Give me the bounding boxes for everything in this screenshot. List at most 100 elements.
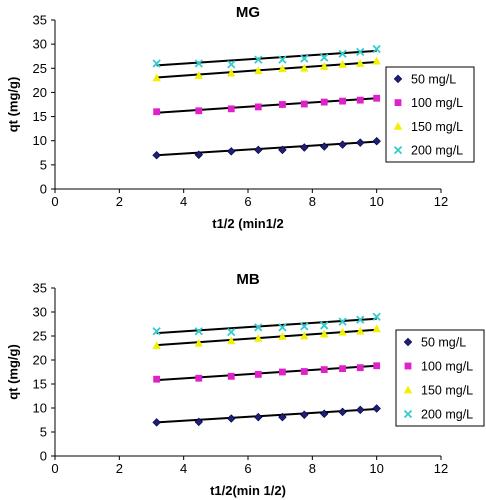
data-point xyxy=(227,336,236,345)
chart-title: MB xyxy=(236,271,259,288)
x-tick-label: 2 xyxy=(116,194,123,209)
data-point xyxy=(373,362,381,370)
data-point xyxy=(194,338,203,347)
data-point xyxy=(338,140,347,149)
data-point xyxy=(152,418,161,427)
x-tick-label: 6 xyxy=(244,194,251,209)
data-point xyxy=(254,334,263,342)
data-point xyxy=(279,368,286,376)
legend-marker xyxy=(403,409,413,419)
data-point xyxy=(300,368,308,375)
data-point xyxy=(153,108,161,116)
x-tick-label: 8 xyxy=(309,461,316,476)
x-tick-label: 0 xyxy=(51,194,58,209)
data-point xyxy=(227,68,236,77)
y-tick-label: 20 xyxy=(33,85,47,100)
legend-label: 50 mg/L xyxy=(411,72,456,86)
data-point xyxy=(227,328,236,337)
data-point xyxy=(227,414,236,423)
data-point xyxy=(372,56,381,65)
data-point xyxy=(254,323,263,332)
data-point xyxy=(372,324,381,333)
x-tick-label: 10 xyxy=(369,194,383,209)
data-point xyxy=(356,364,364,372)
data-point xyxy=(300,410,309,419)
x-tick-label: 4 xyxy=(180,194,187,209)
y-tick-label: 25 xyxy=(33,329,47,344)
data-point xyxy=(372,312,381,321)
legend-label: 150 mg/L xyxy=(421,384,473,398)
data-point xyxy=(152,341,161,349)
data-point xyxy=(300,100,308,108)
fit-line-2 xyxy=(156,61,377,79)
data-point xyxy=(153,375,161,383)
data-point xyxy=(195,107,203,115)
legend: 50 mg/L 100 mg/L 150 mg/L 200 mg/L xyxy=(385,66,475,163)
y-axis-label: qt (mg/g) xyxy=(5,344,20,400)
data-point xyxy=(356,315,365,324)
legend-marker xyxy=(394,99,402,107)
x-tick-label: 10 xyxy=(369,461,383,476)
y-tick-label: 0 xyxy=(40,182,47,197)
data-point xyxy=(372,404,381,413)
data-point xyxy=(227,105,235,113)
data-point xyxy=(356,405,365,415)
data-point xyxy=(194,327,203,336)
data-point xyxy=(338,60,347,68)
legend-marker xyxy=(403,385,413,394)
data-point xyxy=(278,145,287,155)
legend-label: 50 mg/L xyxy=(421,336,466,350)
data-point xyxy=(278,332,287,340)
data-point xyxy=(152,150,161,160)
data-point xyxy=(278,55,287,64)
x-tick-label: 8 xyxy=(309,194,316,209)
data-point xyxy=(278,412,287,422)
fit-line-3 xyxy=(156,49,377,67)
data-point xyxy=(356,96,364,104)
y-tick-label: 0 xyxy=(40,449,47,464)
data-point xyxy=(152,73,161,82)
data-point xyxy=(300,63,309,72)
data-point xyxy=(227,147,236,156)
x-tick-label: 12 xyxy=(434,194,448,209)
y-tick-label: 5 xyxy=(40,157,47,172)
legend-marker xyxy=(393,121,403,130)
data-point xyxy=(254,55,263,64)
data-point xyxy=(339,365,346,373)
y-tick-label: 5 xyxy=(40,425,47,440)
x-tick-label: 6 xyxy=(244,461,251,476)
data-point xyxy=(152,59,161,68)
data-point xyxy=(339,97,346,105)
data-point xyxy=(320,321,329,330)
x-axis-label: t1/2(min 1/2) xyxy=(210,483,286,498)
data-point xyxy=(194,59,203,68)
data-point xyxy=(320,366,328,373)
x-tick-label: 4 xyxy=(180,461,187,476)
data-point xyxy=(279,101,286,108)
y-tick-label: 20 xyxy=(33,353,47,368)
legend: 50 mg/L 100 mg/L 150 mg/L 200 mg/L xyxy=(395,329,485,427)
data-point xyxy=(356,138,365,147)
data-point xyxy=(320,409,329,418)
legend-label: 150 mg/L xyxy=(411,120,463,134)
data-point xyxy=(320,98,328,106)
data-point xyxy=(320,329,329,338)
y-axis-label: qt (mg/g) xyxy=(5,77,20,133)
data-point xyxy=(254,66,263,75)
data-point xyxy=(356,59,365,67)
data-point xyxy=(227,372,235,380)
y-tick-label: 10 xyxy=(33,133,47,148)
data-point xyxy=(194,417,204,427)
data-point xyxy=(300,331,309,340)
y-tick-label: 30 xyxy=(33,305,47,320)
data-point xyxy=(254,371,262,378)
data-point xyxy=(194,150,204,159)
data-point xyxy=(152,327,161,336)
data-point xyxy=(320,61,329,70)
data-point xyxy=(338,49,347,58)
chart-mb: MB 0 5 10 15 20 25 30 35 0 2 4 6 8 10 12 t1/2(min 1/2) qt… xyxy=(5,271,485,498)
x-tick-label: 0 xyxy=(51,461,58,476)
legend-marker xyxy=(404,362,412,370)
data-point xyxy=(254,145,263,155)
